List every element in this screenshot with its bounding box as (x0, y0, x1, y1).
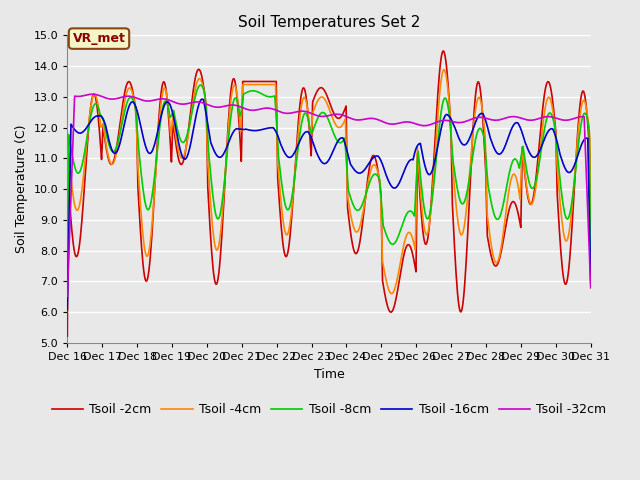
Line: Tsoil -2cm: Tsoil -2cm (67, 51, 591, 336)
Tsoil -2cm (392, 294, 400, 300)
Tsoil -8cm (393, 236, 401, 242)
Line: Tsoil -8cm: Tsoil -8cm (67, 85, 591, 279)
Tsoil -8cm (196, 82, 204, 88)
Tsoil -2cm (439, 48, 447, 54)
Tsoil -2cm (587, 166, 595, 172)
Tsoil -4cm (180, 153, 188, 159)
Tsoil -4cm (587, 259, 595, 264)
Tsoil -4cm (127, 86, 134, 92)
Tsoil -32cm (587, 285, 595, 291)
Y-axis label: Soil Temperature (C): Soil Temperature (C) (15, 125, 28, 253)
Tsoil -32cm (393, 121, 401, 127)
Legend: Tsoil -2cm, Tsoil -4cm, Tsoil -8cm, Tsoil -16cm, Tsoil -32cm: Tsoil -2cm, Tsoil -4cm, Tsoil -8cm, Tsoi… (47, 398, 611, 421)
Tsoil -32cm (63, 293, 71, 299)
X-axis label: Time: Time (314, 368, 344, 381)
Tsoil -2cm (63, 333, 71, 339)
Tsoil -4cm (393, 277, 401, 283)
Tsoil -4cm (387, 291, 395, 297)
Tsoil -4cm (207, 211, 215, 217)
Tsoil -8cm (127, 95, 134, 100)
Tsoil -4cm (63, 260, 71, 265)
Tsoil -32cm (180, 101, 188, 107)
Tsoil -8cm (63, 274, 71, 279)
Tsoil -2cm (180, 156, 188, 162)
Tsoil -8cm (73, 169, 81, 175)
Tsoil -32cm (209, 104, 216, 109)
Line: Tsoil -4cm: Tsoil -4cm (67, 70, 591, 294)
Tsoil -32cm (88, 91, 96, 97)
Tsoil -2cm (207, 246, 215, 252)
Title: Soil Temperatures Set 2: Soil Temperatures Set 2 (238, 15, 420, 30)
Tsoil -8cm (180, 139, 188, 145)
Tsoil -16cm (198, 96, 206, 102)
Tsoil -16cm (209, 144, 216, 149)
Tsoil -4cm (408, 235, 416, 240)
Tsoil -2cm (73, 253, 81, 259)
Tsoil -16cm (408, 156, 416, 162)
Tsoil -32cm (408, 120, 416, 126)
Tsoil -8cm (587, 276, 595, 282)
Tsoil -8cm (408, 209, 416, 215)
Tsoil -8cm (209, 187, 216, 192)
Tsoil -16cm (63, 306, 71, 312)
Tsoil -32cm (73, 94, 81, 99)
Line: Tsoil -16cm: Tsoil -16cm (67, 99, 591, 309)
Tsoil -4cm (73, 207, 81, 213)
Line: Tsoil -32cm: Tsoil -32cm (67, 94, 591, 296)
Tsoil -2cm (127, 81, 134, 87)
Tsoil -16cm (180, 156, 188, 162)
Text: VR_met: VR_met (72, 32, 125, 45)
Tsoil -32cm (127, 94, 135, 99)
Tsoil -16cm (73, 129, 81, 135)
Tsoil -16cm (393, 183, 401, 189)
Tsoil -16cm (127, 100, 134, 106)
Tsoil -4cm (440, 67, 447, 72)
Tsoil -2cm (408, 248, 415, 253)
Tsoil -16cm (587, 279, 595, 285)
